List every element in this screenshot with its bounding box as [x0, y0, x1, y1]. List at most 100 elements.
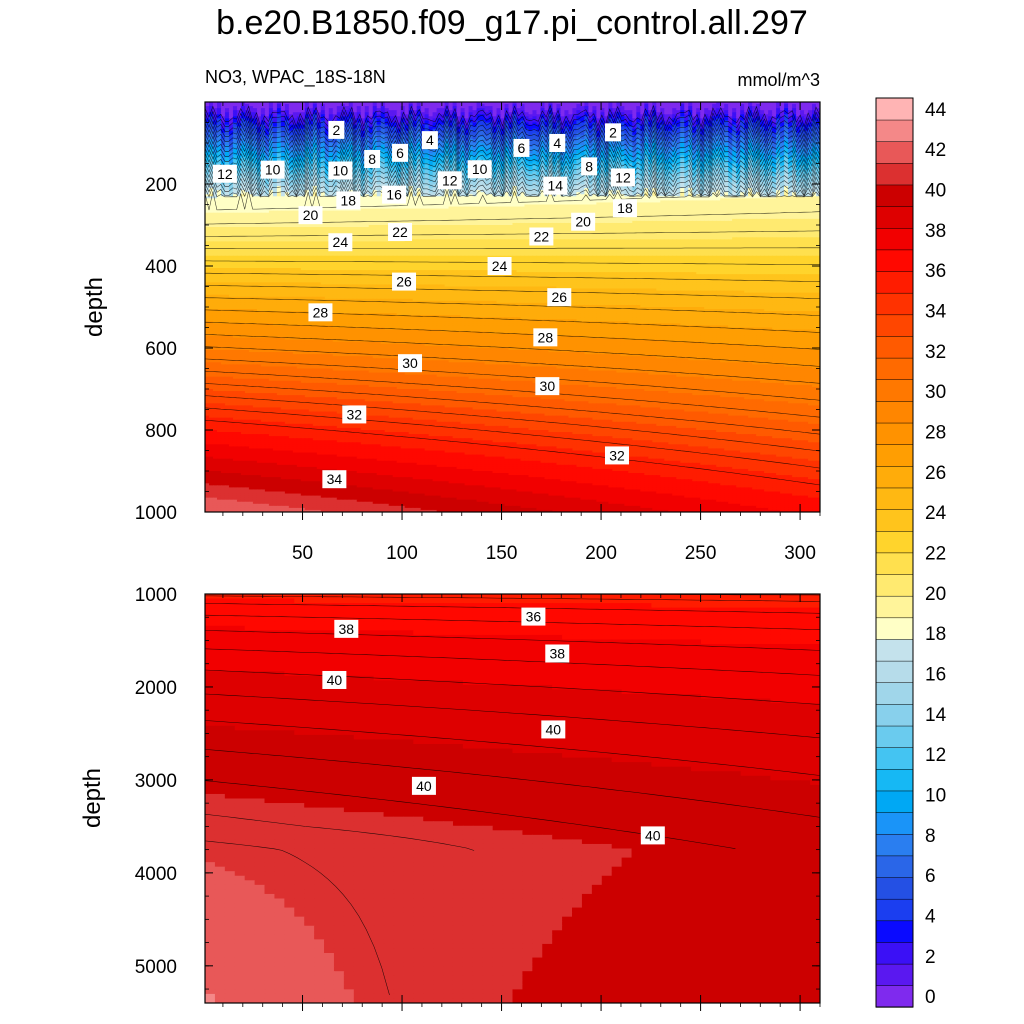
contour-label-text: 30	[540, 378, 556, 394]
contour-label-text: 20	[303, 207, 319, 223]
contour-label-text: 6	[396, 145, 404, 161]
contour-label-text: 2	[332, 122, 340, 138]
contour-label-text: 20	[575, 214, 591, 230]
colorbar-band	[876, 509, 913, 531]
colorbar-band	[876, 877, 913, 899]
colorbar-band	[876, 271, 913, 293]
colorbar-tick-label: 6	[925, 866, 936, 887]
upper-ylabel: depth	[81, 277, 108, 337]
colorbar-band	[876, 964, 913, 986]
colorbar-tick-label: 28	[925, 423, 946, 444]
y-tick-label: 1000	[135, 585, 177, 606]
upper-contour-label: 14	[543, 177, 567, 195]
upper-contour-label: 12	[438, 171, 462, 189]
variable-label: NO3, WPAC_18S-18N	[205, 67, 386, 88]
colorbar-tick-label: 2	[925, 947, 936, 968]
x-tick-label: 300	[784, 543, 816, 564]
lower-contour-label: 40	[641, 826, 665, 844]
contour-label-text: 2	[609, 124, 617, 140]
colorbar-tick-label: 34	[925, 302, 947, 323]
lower-filled-contours	[205, 594, 821, 1004]
contour-label-text: 12	[217, 166, 233, 182]
lower-contour-label: 36	[521, 608, 545, 626]
upper-contour-label: 2	[605, 123, 621, 141]
upper-contour-label: 30	[535, 377, 559, 395]
colorbar-band	[876, 856, 913, 878]
x-tick-label: 100	[386, 543, 418, 564]
upper-contour-label: 12	[611, 168, 635, 186]
colorbar-tick-label: 0	[925, 987, 936, 1008]
colorbar-tick-label: 44	[925, 100, 947, 121]
upper-contour-label: 32	[605, 446, 629, 464]
colorbar-band	[876, 639, 913, 661]
contour-label-text: 10	[333, 162, 349, 178]
colorbar-tick-label: 36	[925, 261, 946, 282]
y-tick-label: 800	[145, 421, 177, 442]
colorbar-band	[876, 314, 913, 336]
contour-label-text: 32	[346, 406, 362, 422]
upper-contour-label: 18	[613, 199, 637, 217]
y-tick-label: 4000	[135, 864, 177, 885]
contour-label-text: 40	[416, 778, 432, 794]
contour-label-text: 12	[615, 169, 631, 185]
contour-label-text: 8	[368, 151, 376, 167]
colorbar-tick-label: 14	[925, 705, 947, 726]
colorbar-tick-label: 32	[925, 342, 946, 363]
colorbar-band	[876, 358, 913, 380]
x-tick-label: 200	[585, 543, 617, 564]
contour-label-text: 6	[518, 140, 526, 156]
colorbar-band	[876, 704, 913, 726]
upper-contour-label: 6	[513, 139, 529, 157]
upper-contour-label: 10	[328, 161, 352, 179]
y-tick-label: 2000	[135, 678, 177, 699]
upper-contour-label: 26	[547, 288, 571, 306]
lower-contour-label: 38	[334, 620, 358, 638]
y-tick-label: 3000	[135, 771, 177, 792]
upper-contour-label: 18	[336, 191, 360, 209]
upper-contour-label: 8	[364, 150, 380, 168]
contour-label-text: 12	[442, 172, 458, 188]
colorbar-band	[876, 747, 913, 769]
upper-contour-label: 26	[392, 273, 416, 291]
upper-contour-label: 34	[322, 470, 346, 488]
lower-contour-label: 40	[322, 671, 346, 689]
upper-contour-label: 28	[308, 303, 332, 321]
upper-contour-label: 22	[388, 223, 412, 241]
colorbar-tick-label: 26	[925, 463, 946, 484]
contour-label-text: 14	[548, 178, 564, 194]
colorbar-band	[876, 98, 913, 120]
colorbar-band	[876, 141, 913, 163]
colorbar-band	[876, 379, 913, 401]
colorbar-band	[876, 661, 913, 683]
colorbar-band	[876, 942, 913, 964]
contour-label-text: 40	[327, 672, 343, 688]
upper-contour-label: 28	[533, 328, 557, 346]
colorbar-band	[876, 228, 913, 250]
contour-label-text: 34	[327, 471, 343, 487]
upper-contour-label: 32	[342, 405, 366, 423]
x-tick-label: 250	[685, 543, 717, 564]
colorbar-tick-label: 12	[925, 745, 946, 766]
lower-contour-label: 38	[545, 644, 569, 662]
colorbar-tick-label: 20	[925, 584, 946, 605]
lower-ylabel: depth	[79, 768, 106, 828]
y-tick-label: 600	[145, 339, 177, 360]
x-tick-label: 150	[486, 543, 518, 564]
colorbar-band	[876, 596, 913, 618]
upper-contour-label: 20	[298, 206, 322, 224]
contour-label-text: 32	[609, 447, 625, 463]
colorbar-band	[876, 553, 913, 575]
contour-label-text: 18	[341, 192, 357, 208]
colorbar-band	[876, 293, 913, 315]
upper-contour-label: 4	[422, 131, 438, 149]
contour-label-text: 22	[392, 224, 408, 240]
colorbar-band	[876, 920, 913, 942]
colorbar-band	[876, 206, 913, 228]
upper-contour-label: 30	[398, 354, 422, 372]
colorbar-band	[876, 769, 913, 791]
colorbar-tick-label: 4	[925, 907, 936, 928]
colorbar-tick-label: 40	[925, 181, 946, 202]
colorbar-band	[876, 423, 913, 445]
